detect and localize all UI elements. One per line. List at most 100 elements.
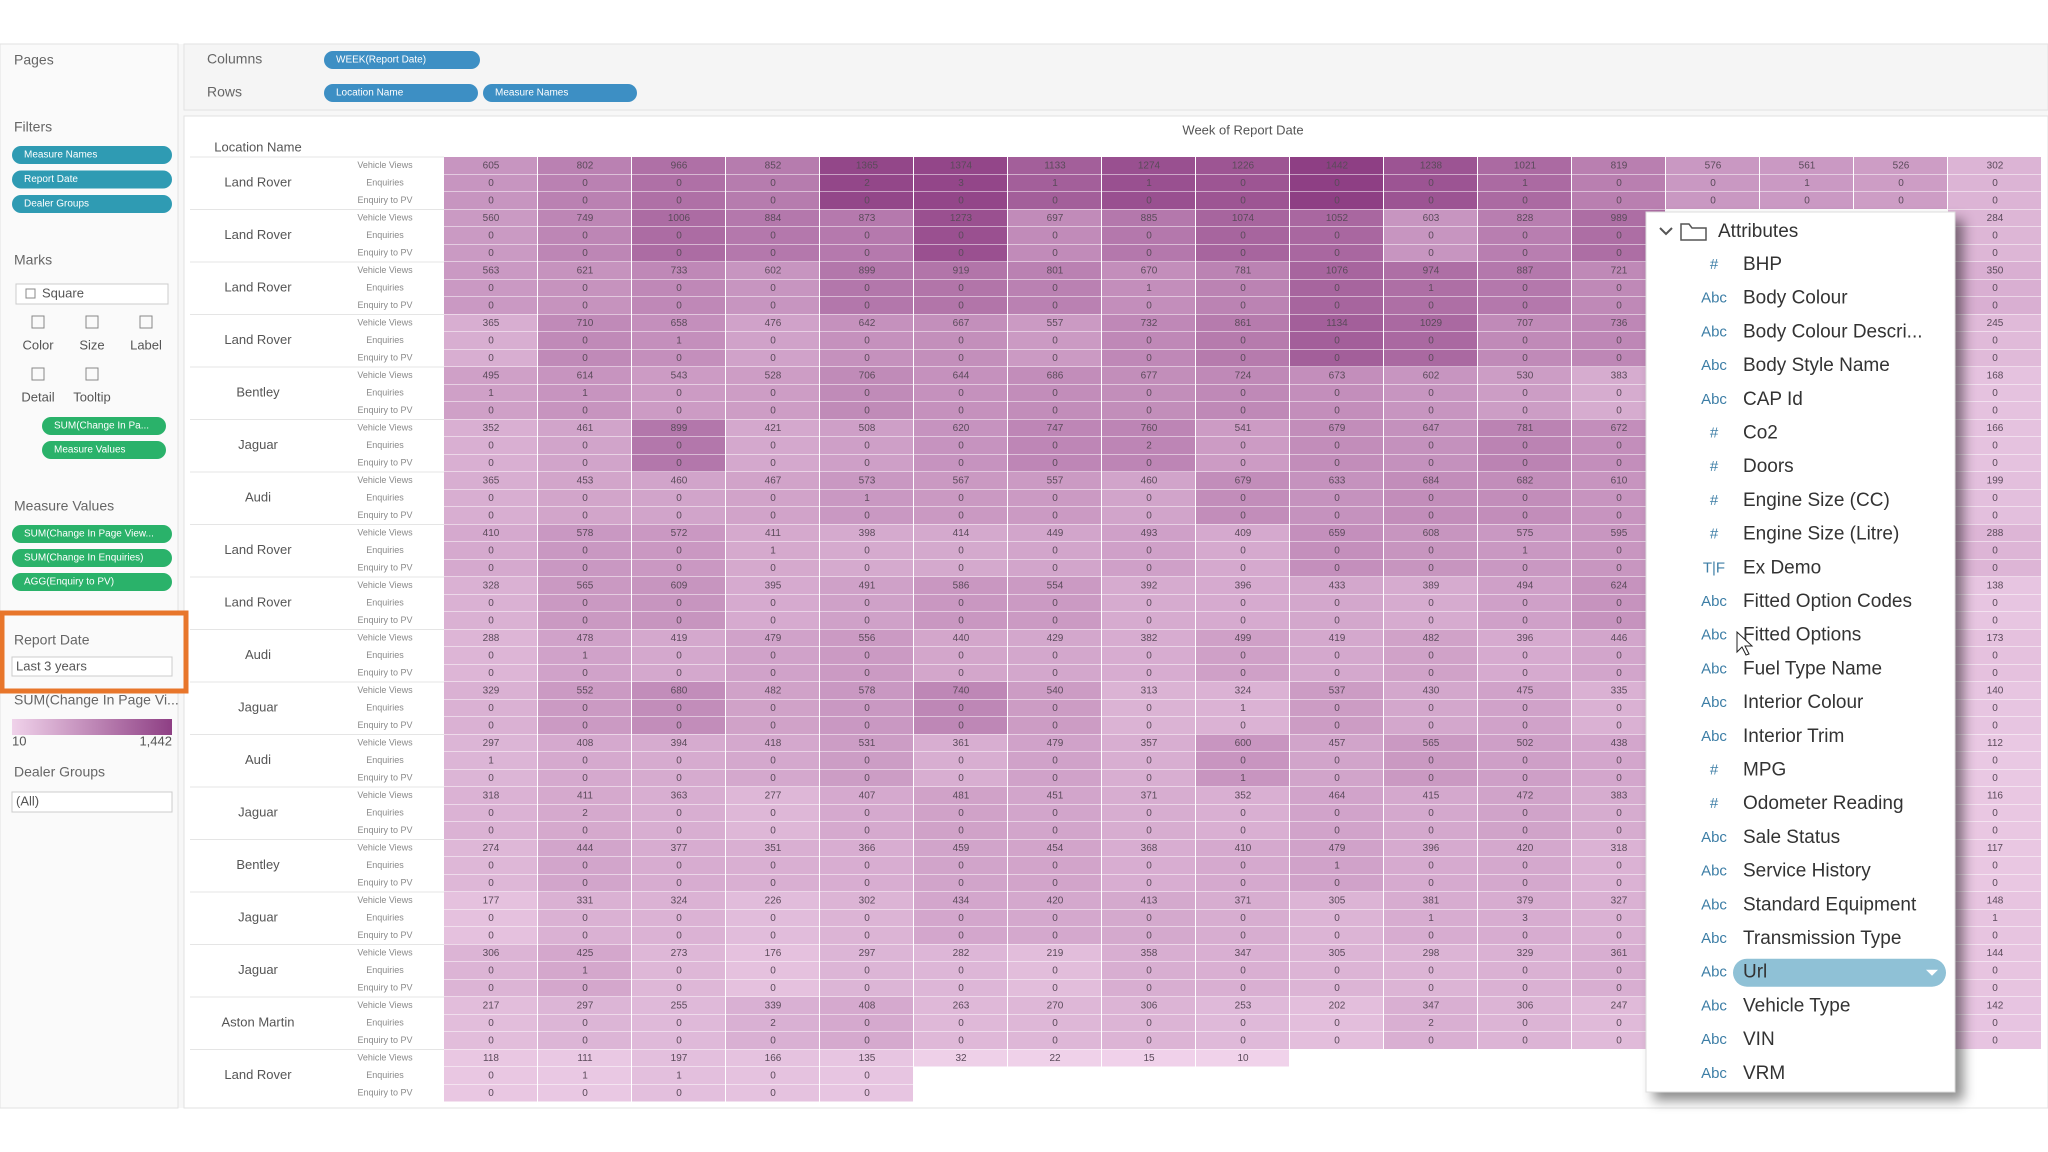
field-name[interactable]: Url — [1743, 962, 1767, 983]
field-name[interactable]: VIN — [1743, 1029, 1775, 1050]
heat-cell — [1290, 594, 1383, 612]
heat-cell — [538, 384, 631, 402]
field-name[interactable]: Engine Size (CC) — [1743, 490, 1890, 511]
field-name[interactable]: Service History — [1743, 861, 1871, 882]
report-date-dropdown[interactable] — [11, 656, 173, 677]
heat-cell — [538, 787, 631, 804]
pill[interactable] — [12, 549, 172, 567]
cell-value: 449 — [1047, 528, 1064, 539]
heat-cell — [1948, 332, 2041, 349]
pill[interactable] — [324, 51, 480, 69]
mark-button-icon[interactable] — [31, 315, 45, 329]
heat-cell — [1384, 1014, 1477, 1032]
field-name[interactable]: Standard Equipment — [1743, 894, 1917, 915]
location-name: Jaguar — [238, 437, 278, 452]
cell-value: 0 — [1146, 720, 1152, 731]
collapse-arrow[interactable] — [1659, 227, 1673, 236]
field-name[interactable]: Body Colour — [1743, 288, 1848, 309]
cell-value: 0 — [864, 440, 870, 451]
mark-button[interactable]: Color — [22, 337, 54, 352]
heat-cell — [538, 489, 631, 507]
cell-value: 0 — [958, 1018, 964, 1029]
heat-cell — [1008, 524, 1101, 542]
pill[interactable] — [12, 170, 172, 189]
heat-cell — [1290, 542, 1383, 559]
field-name[interactable]: MPG — [1743, 760, 1786, 781]
heat-cell — [1572, 402, 1665, 419]
heat-cell — [538, 472, 631, 489]
mark-type-dropdown[interactable] — [15, 283, 169, 305]
cell-value: 0 — [676, 353, 682, 364]
cell-value: 0 — [864, 405, 870, 416]
pill[interactable] — [12, 525, 172, 543]
heat-cell — [726, 734, 819, 752]
heat-cell — [1572, 874, 1665, 892]
field-name[interactable]: Sale Status — [1743, 827, 1840, 848]
mark-button[interactable]: Label — [130, 337, 162, 352]
dealer-groups-dropdown[interactable] — [11, 791, 173, 813]
pill[interactable] — [483, 84, 637, 102]
field-name[interactable]: Doors — [1743, 456, 1794, 477]
pill[interactable] — [324, 84, 478, 102]
cell-value: 0 — [1334, 545, 1340, 556]
pill-label: Measure Values — [54, 445, 126, 456]
cell-value: 609 — [671, 580, 688, 591]
heat-cell — [1572, 717, 1665, 734]
mark-button-icon[interactable] — [85, 315, 99, 329]
field-name[interactable]: Ex Demo — [1743, 557, 1821, 578]
cell-value: 365 — [483, 475, 500, 486]
heat-cell — [538, 157, 631, 174]
field-name[interactable]: Body Colour Descri... — [1743, 321, 1923, 342]
cell-value: 0 — [1522, 335, 1528, 346]
field-name[interactable]: Transmission Type — [1743, 928, 1901, 949]
heat-cell — [1008, 944, 1101, 962]
field-name[interactable]: Vehicle Type — [1743, 995, 1850, 1016]
field-name[interactable]: Fuel Type Name — [1743, 658, 1882, 679]
pill[interactable] — [12, 195, 172, 213]
heat-cell — [1948, 647, 2041, 664]
field-name[interactable]: Fitted Option Codes — [1743, 591, 1912, 612]
field-name[interactable]: Engine Size (Litre) — [1743, 524, 1899, 545]
field-name[interactable]: Body Style Name — [1743, 355, 1890, 376]
mark-button[interactable]: Detail — [21, 389, 54, 404]
pill[interactable] — [12, 573, 172, 591]
field-name[interactable]: Odometer Reading — [1743, 793, 1904, 814]
heat-cell — [1572, 1014, 1665, 1032]
cell-value: 989 — [1611, 213, 1628, 224]
heat-cell — [1196, 612, 1289, 629]
measure-name: Vehicle Views — [357, 633, 413, 643]
heat-cell — [820, 839, 913, 857]
cell-value: 0 — [676, 405, 682, 416]
field-name[interactable]: Fitted Options — [1743, 625, 1861, 646]
cell-value: 647 — [1423, 423, 1440, 434]
cell-value: 0 — [1428, 965, 1434, 976]
heat-cell — [1948, 192, 2041, 209]
selected-item[interactable] — [1733, 958, 1946, 987]
heat-cell — [1384, 874, 1477, 892]
heat-cell — [1196, 769, 1289, 787]
heat-cell — [726, 1049, 819, 1067]
field-name[interactable]: CAP Id — [1743, 389, 1803, 410]
heat-cell — [1196, 717, 1289, 734]
field-name[interactable]: Interior Colour — [1743, 692, 1864, 713]
cell-value: 15 — [1143, 1053, 1155, 1064]
field-name[interactable]: Interior Trim — [1743, 726, 1844, 747]
field-name[interactable]: Co2 — [1743, 423, 1778, 444]
mark-button[interactable]: Tooltip — [73, 389, 111, 404]
field-name[interactable]: BHP — [1743, 254, 1782, 275]
cell-value: 0 — [582, 493, 588, 504]
mark-button[interactable]: Size — [79, 337, 104, 352]
heat-cell — [444, 629, 537, 647]
dropdown-arrow[interactable] — [1926, 969, 1938, 976]
mark-button-icon[interactable] — [85, 367, 99, 381]
mark-button-icon[interactable] — [31, 367, 45, 381]
color-legend — [12, 719, 172, 735]
pill[interactable] — [42, 441, 166, 459]
mark-button-icon[interactable] — [139, 315, 153, 329]
field-name[interactable]: VRM — [1743, 1063, 1785, 1084]
pill[interactable] — [12, 146, 172, 164]
measure-name: Vehicle Views — [357, 475, 413, 485]
cell-value: 1021 — [1514, 160, 1537, 171]
cell-value: 0 — [1052, 650, 1058, 661]
pill[interactable] — [42, 417, 166, 435]
